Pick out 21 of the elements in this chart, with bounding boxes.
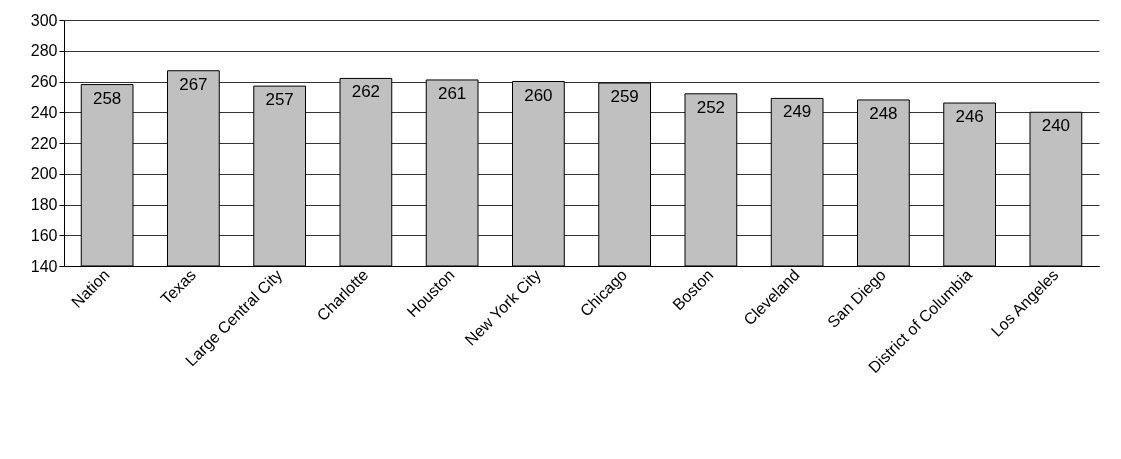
data-label: 246 <box>955 107 984 127</box>
y-tick-label: 180 <box>30 196 58 213</box>
data-label: 262 <box>351 82 381 102</box>
data-label: 260 <box>524 85 553 105</box>
y-tick-label: 280 <box>30 42 58 60</box>
y-tick-label: 140 <box>30 257 58 275</box>
data-label: 249 <box>782 102 812 122</box>
y-tick-label: 160 <box>30 226 58 244</box>
data-label: 259 <box>610 87 639 107</box>
data-label: 240 <box>1041 116 1071 136</box>
data-label: 257 <box>265 90 294 110</box>
data-label: 261 <box>437 83 467 103</box>
y-tick-label: 220 <box>30 134 58 152</box>
y-tick-label: 240 <box>30 103 58 121</box>
data-label: 252 <box>696 97 726 117</box>
data-label: 248 <box>869 103 898 123</box>
data-label: 267 <box>179 74 208 94</box>
y-tick-label: 200 <box>30 165 58 183</box>
y-tick-label: 300 <box>30 11 58 29</box>
data-label: 258 <box>92 88 122 108</box>
y-tick-label: 260 <box>30 73 58 90</box>
